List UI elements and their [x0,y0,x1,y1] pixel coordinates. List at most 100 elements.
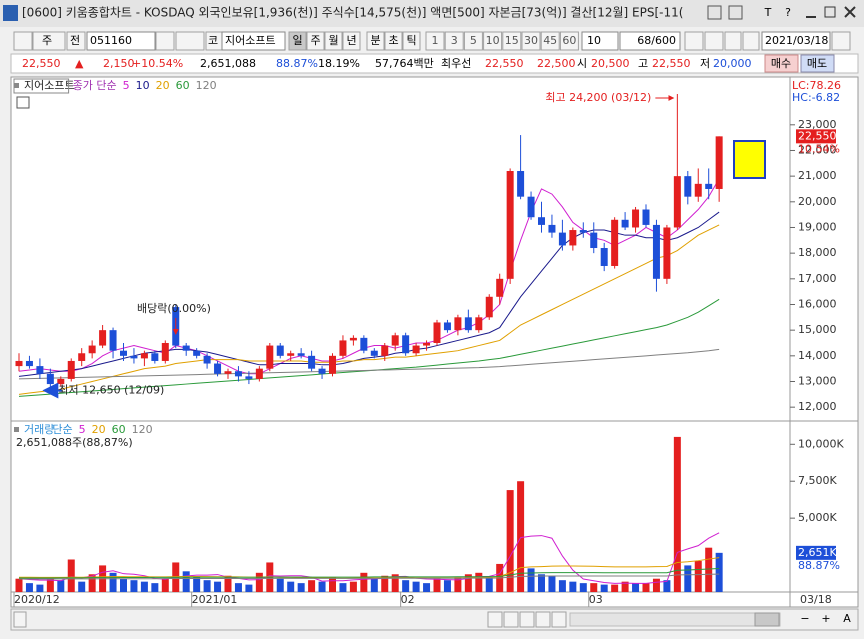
selection-box [733,140,766,179]
x-tick-label: 03 [589,593,603,606]
period-btn[interactable] [342,31,361,51]
legend-item: 지어소프트 [24,79,75,92]
interval-btn[interactable] [540,31,560,51]
tool-icon[interactable] [728,5,743,20]
tool-icon[interactable] [707,5,722,20]
interval-btn[interactable] [444,31,464,51]
candle-body [25,360,33,367]
period-btn[interactable] [384,31,403,51]
candle-body [15,360,23,367]
search-btn[interactable] [155,31,175,51]
high-annotation: 최고 24,200 (03/12) [545,91,651,104]
y-tick-label: 10,000K [798,437,844,450]
interval-btn[interactable] [483,31,503,51]
interval: 5 [470,34,477,47]
scroll-btn[interactable] [503,611,519,628]
candle-body [339,340,347,356]
interval: 60 [562,34,576,47]
tool-t[interactable]: T [764,6,772,19]
buy-btn[interactable] [764,54,799,73]
volume-bar [391,574,399,592]
prev-btn[interactable] [66,31,86,51]
period: 초 [388,34,398,47]
period-btn[interactable] [306,31,325,51]
y-tick-label: 15,000 [798,323,837,336]
code: 051160 [90,34,132,47]
scroll-left[interactable] [13,611,27,628]
sell-btn[interactable] [800,54,835,73]
grid-icon[interactable] [16,96,30,109]
volume-bar [276,578,284,592]
code-input[interactable] [86,31,156,51]
candle-body [600,248,608,266]
interval-btn[interactable] [559,31,579,51]
interval: 45 [543,34,557,47]
candle-body [308,355,316,369]
hc-label: HC:-6.82 [792,91,840,104]
interval-btn[interactable] [463,31,483,51]
high: 22,550 [652,57,691,70]
period-btn[interactable] [288,31,307,51]
legend-item: 거래량 [24,423,54,436]
close[interactable] [844,6,856,18]
legend-check [14,427,19,432]
scroll-btn[interactable] [535,611,551,628]
calendar-btn[interactable] [831,31,851,51]
volume-bar [318,581,326,592]
last-volume-rate: 88.87% [798,559,840,572]
x-tick-label: 02 [401,593,415,606]
candle-body [255,368,263,379]
stock-name: 지어소프트 [225,34,276,47]
sound-btn[interactable] [175,31,205,51]
market-select[interactable] [32,31,66,51]
candle-body [391,335,399,346]
volume-bar [287,581,295,592]
scroll-track[interactable] [569,612,781,627]
period-btn[interactable] [324,31,343,51]
settings-btn[interactable] [742,31,760,51]
tool-btn[interactable] [704,31,724,51]
volume-bar [329,577,336,592]
scroll-btn[interactable] [519,611,535,628]
candle-body [57,378,65,385]
tool-help[interactable]: ? [785,6,791,19]
volume-bar [433,578,441,592]
tool-btn[interactable] [724,31,742,51]
candle-body [203,355,211,364]
auto[interactable]: A [843,612,851,625]
sell[interactable]: 매도 [807,57,827,70]
candle-body [109,330,117,351]
volume-bar [475,572,483,592]
count-select[interactable] [581,31,619,51]
volume-bar [130,580,138,592]
legend-item: 20 [156,79,170,92]
period-btn[interactable] [366,31,385,51]
legend-item: 5 [123,79,130,92]
ma-line [19,573,720,580]
volume-bar [78,581,86,592]
volume-bar [360,572,368,592]
layout-btn[interactable] [13,31,33,51]
buy[interactable]: 매수 [771,57,791,70]
scroll-btn[interactable] [551,611,567,628]
volume: 2,651,088 [200,57,256,70]
candle-body [245,376,253,379]
zoom-out[interactable]: − [800,612,809,625]
volume-bar [527,568,535,592]
y-tick-label: 7,500K [798,474,837,487]
interval-btn[interactable] [521,31,541,51]
interval-btn[interactable] [502,31,522,51]
date: 2021/03/18 [765,34,828,47]
period-btn[interactable] [402,31,421,51]
zoom-in[interactable]: + [821,612,830,625]
volume-bar [454,577,462,592]
scroll-btn[interactable] [487,611,503,628]
maximize[interactable] [824,6,836,18]
tool-btn[interactable] [684,31,704,51]
scroll-thumb[interactable] [754,612,780,627]
lc-label: LC:78.26 [792,79,841,92]
x-tick-label: 2020/12 [14,593,60,606]
interval-btn[interactable] [425,31,445,51]
date-box[interactable] [761,31,831,51]
